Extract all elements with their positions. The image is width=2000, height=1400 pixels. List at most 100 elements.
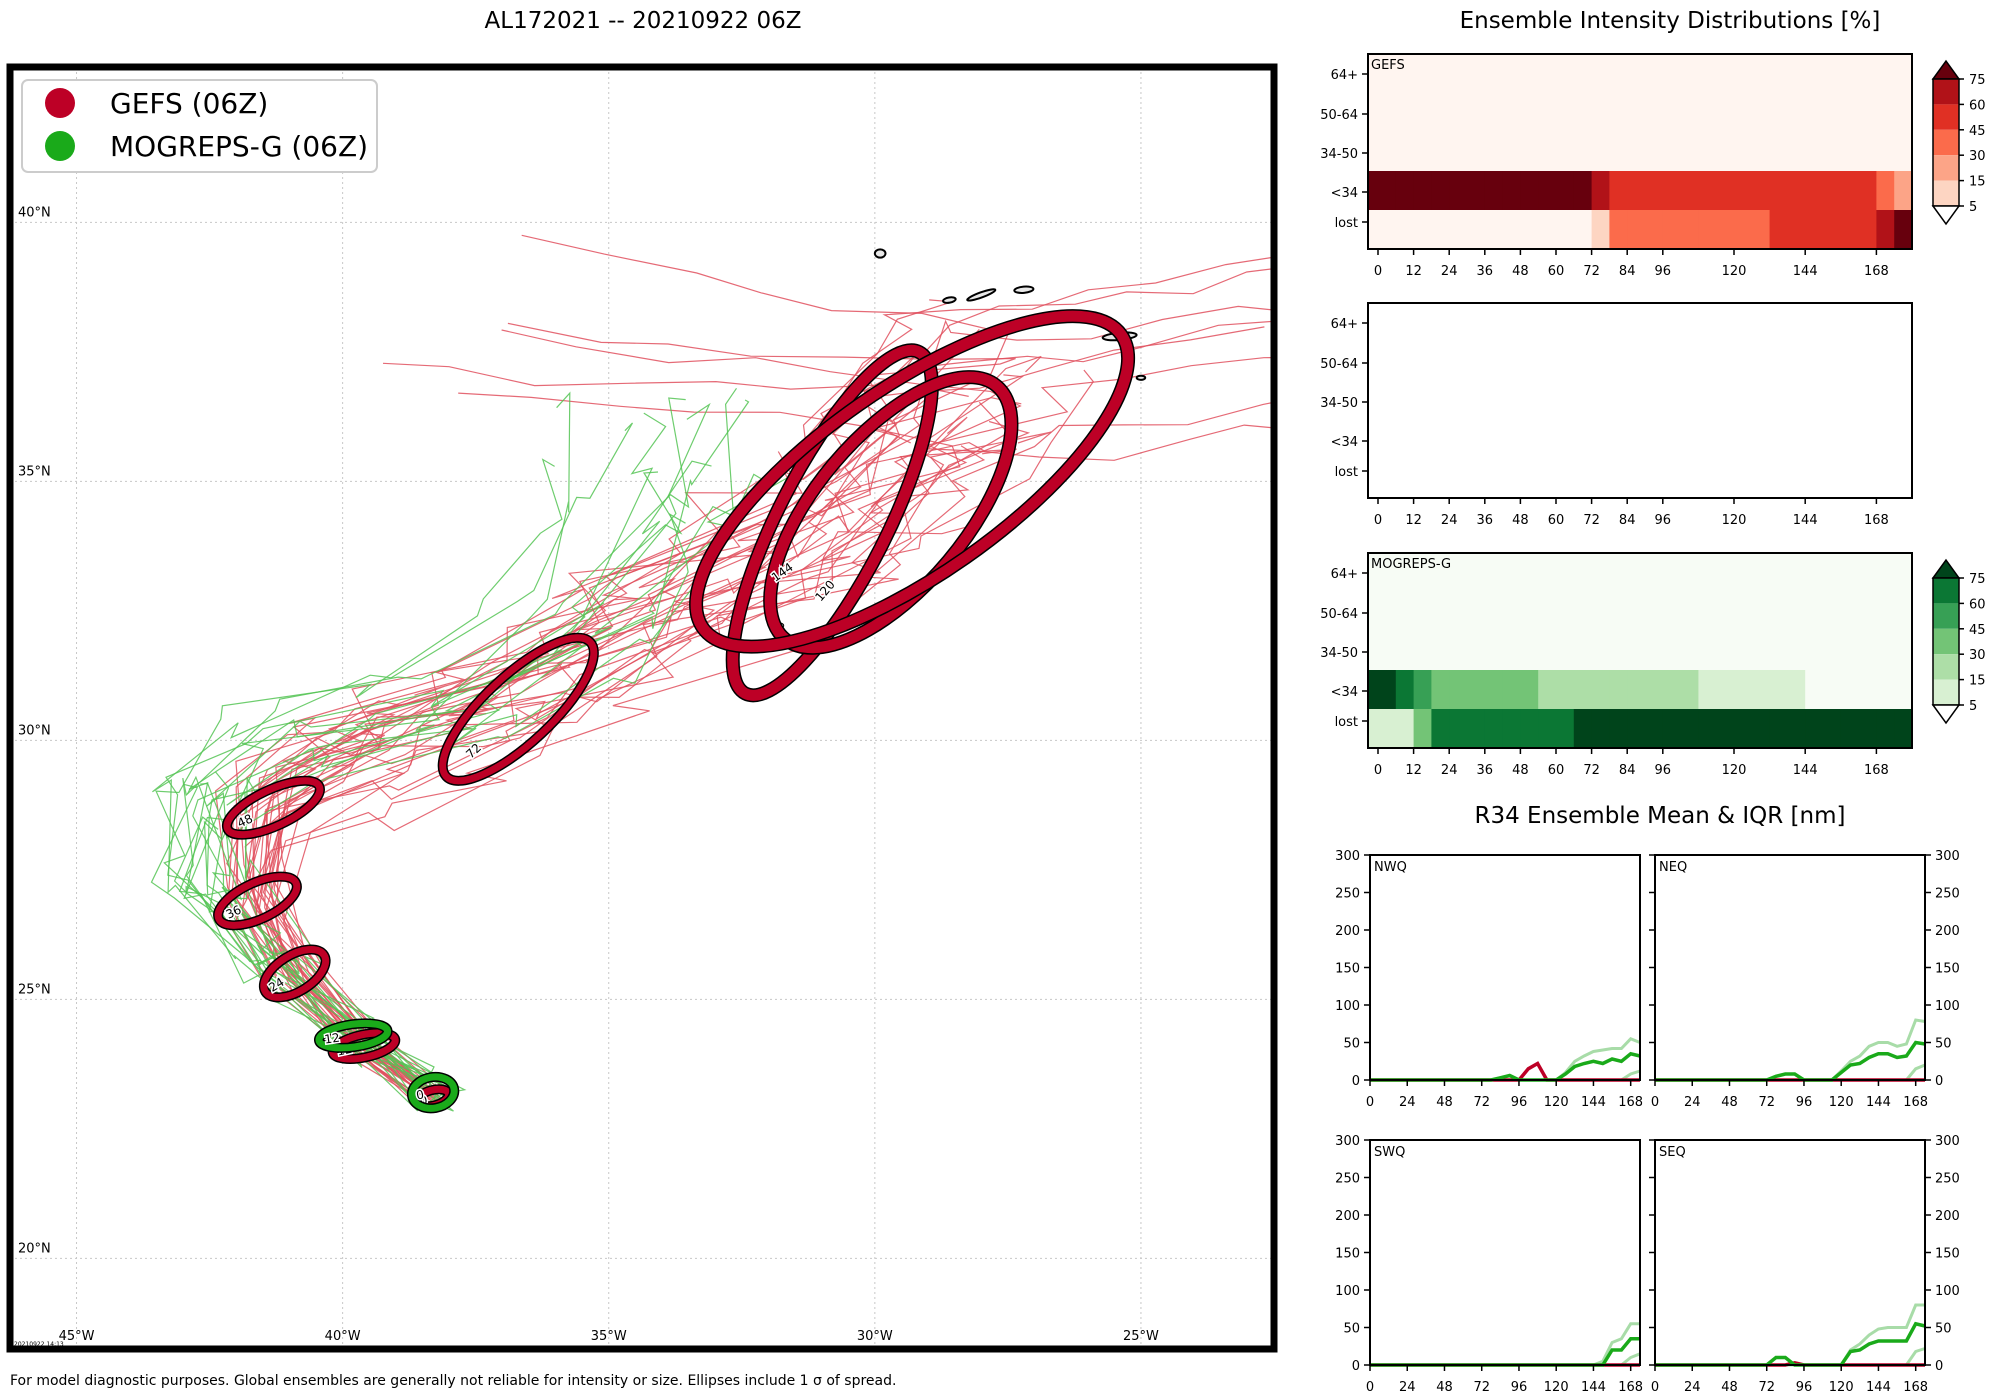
r34-xtick-label: 24 <box>1684 1095 1701 1110</box>
gefs-track <box>234 451 804 1103</box>
heatmap-cell <box>1520 631 1539 671</box>
r34-ytick-label: 50 <box>1935 1322 1952 1337</box>
heatmap-cell <box>1840 132 1877 172</box>
heatmap-cell <box>1591 171 1610 211</box>
heatmap-xtick-label: 120 <box>1722 264 1747 279</box>
heatmap-cell <box>1413 709 1432 749</box>
heatmap-cell <box>1627 709 1646 749</box>
lon-tick-label: 35°W <box>591 1329 627 1344</box>
heatmap-cell <box>1556 670 1575 710</box>
heatmap-cell <box>1769 171 1806 211</box>
r34-ytick-label: 150 <box>1335 962 1360 977</box>
mogreps-iqr-upper <box>1370 1322 1640 1367</box>
r34-xtick-label: 96 <box>1796 1380 1813 1395</box>
heatmap-cell <box>1627 553 1646 593</box>
heatmap-cell <box>1467 709 1486 749</box>
r34-ytick-label: 250 <box>1935 1172 1960 1187</box>
heatmap-ytick-label: 50-64 <box>1320 357 1358 372</box>
ellipse-band <box>260 946 330 1001</box>
heatmap-cell <box>1769 553 1806 593</box>
colorbar: 5 15 30 45 60 75 <box>1931 558 1986 725</box>
heatmap-cell <box>1627 670 1646 710</box>
legend-label-mogreps: MOGREPS-G (06Z) <box>110 130 368 163</box>
colorbar-segment <box>1933 104 1959 130</box>
heatmap-cell <box>1368 210 1397 250</box>
heatmap-cell <box>1368 132 1397 172</box>
footer-note: For model diagnostic purposes. Global en… <box>10 1373 897 1389</box>
heatmap-cell <box>1645 210 1664 250</box>
heatmap-cell <box>1556 171 1575 211</box>
r34-title: R34 Ensemble Mean & IQR [nm] <box>1474 803 1846 829</box>
heatmap-cell <box>1413 592 1432 632</box>
heatmap-cell <box>1368 670 1397 710</box>
r34-panel-label: NWQ <box>1374 860 1407 875</box>
heatmap-ytick-label: 50-64 <box>1320 108 1358 123</box>
lon-tick-label: 25°W <box>1123 1329 1159 1344</box>
r34-ytick-label: 200 <box>1935 1209 1960 1224</box>
heatmap-xtick-label: 36 <box>1477 264 1494 279</box>
heatmap-cell <box>1502 670 1521 710</box>
heatmap-cell <box>1876 132 1895 172</box>
heatmap-cell <box>1413 670 1432 710</box>
heatmap-cell <box>1431 631 1450 671</box>
heatmap-cell <box>1627 210 1646 250</box>
heatmap-xtick-label: 168 <box>1864 763 1889 778</box>
heatmap-cell <box>1538 670 1557 710</box>
heatmap-cell <box>1698 670 1735 710</box>
heatmap-cell <box>1734 210 1771 250</box>
heatmap-cell <box>1734 709 1771 749</box>
heatmap-cell <box>1502 709 1521 749</box>
mogreps-mean-line <box>1655 1321 1926 1367</box>
gefs-track <box>260 329 1022 1094</box>
ellipse-label: 120 <box>812 578 837 605</box>
r34-xtick-label: 0 <box>1651 1380 1659 1395</box>
heatmap-cell <box>1395 670 1415 710</box>
r34-xtick-label: 120 <box>1544 1095 1569 1110</box>
heatmap-cell <box>1609 132 1628 172</box>
heatmap-cell <box>1609 592 1628 632</box>
r34-xtick-label: 144 <box>1866 1380 1891 1395</box>
heatmap-ytick-label: lost <box>1335 465 1358 480</box>
heatmap-empty: 64+ 50-64 34-50 <34 lost 0 12 24 36 48 60 72 84 96 120… <box>1320 302 1913 528</box>
heatmap-cell <box>1645 631 1664 671</box>
heatmap-cell <box>1449 210 1468 250</box>
heatmap-cell <box>1538 132 1557 172</box>
heatmap-xtick-label: 144 <box>1793 264 1818 279</box>
colorbar-tick-label: 45 <box>1969 124 1986 139</box>
r34-frame <box>1369 854 1641 1081</box>
island-outline <box>1135 374 1147 381</box>
heatmap-cell <box>1591 54 1610 94</box>
heatmap-cell <box>1484 93 1504 133</box>
r34-ytick-label: 50 <box>1935 1037 1952 1052</box>
heatmap-cell <box>1520 132 1539 172</box>
colorbar-extend-bottom <box>1931 704 1961 725</box>
heatmap-cell <box>1591 592 1610 632</box>
heatmap-cell <box>1805 553 1842 593</box>
ellipse-label: 12 <box>323 1031 340 1047</box>
r34-ytick-label: 100 <box>1335 1284 1360 1299</box>
gefs-track <box>265 234 1009 1090</box>
heatmap-cell <box>1876 553 1895 593</box>
colorbar-segment <box>1933 628 1959 655</box>
colorbar-segment <box>1933 79 1959 105</box>
heatmap-xtick-label: 12 <box>1405 763 1422 778</box>
ellipse-label: 72 <box>463 741 484 762</box>
heatmap-cell <box>1734 631 1771 671</box>
heatmap-cell <box>1662 709 1699 749</box>
r34-xtick-label: 144 <box>1581 1380 1606 1395</box>
mogreps-track <box>152 422 634 1091</box>
colorbar-segment <box>1933 129 1959 156</box>
heatmap-cell <box>1520 171 1539 211</box>
heatmap-cell <box>1698 709 1735 749</box>
heatmap-cell <box>1894 709 1913 749</box>
heatmap-cell <box>1894 132 1913 172</box>
heatmap-cell <box>1769 54 1806 94</box>
mogreps-track <box>186 775 442 1092</box>
colorbar: 5 15 30 45 60 75 <box>1931 59 1986 226</box>
r34-xtick-label: 48 <box>1436 1380 1453 1395</box>
heatmap-cell <box>1556 210 1575 250</box>
heatmap-xtick-label: 36 <box>1477 763 1494 778</box>
heatmap-cell <box>1698 210 1735 250</box>
heatmap-cell <box>1769 132 1806 172</box>
